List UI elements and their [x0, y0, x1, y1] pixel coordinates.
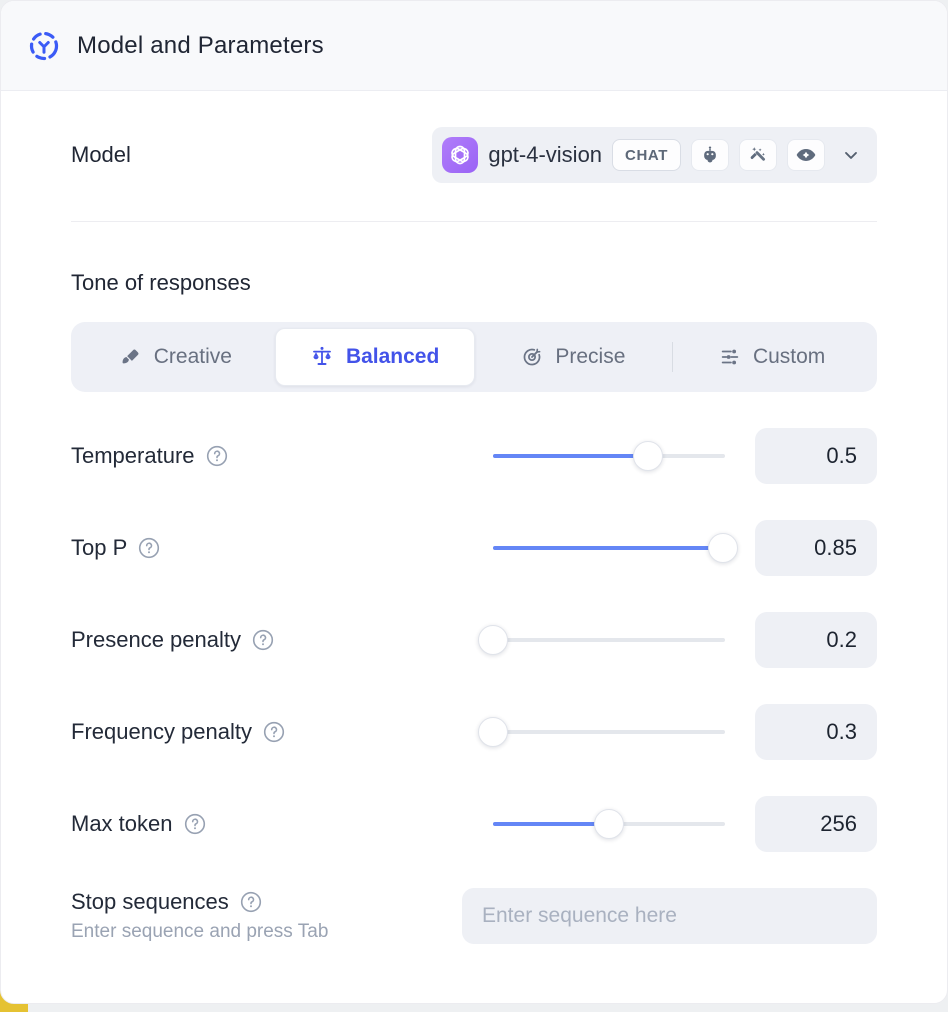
max-token-slider[interactable]	[493, 809, 725, 839]
slider-thumb[interactable]	[633, 441, 664, 471]
model-row: Model gpt-4-vision CHAT	[71, 127, 877, 183]
target-icon	[521, 346, 543, 368]
frequency-penalty-label: Frequency penalty	[71, 719, 252, 744]
chat-type-badge: CHAT	[612, 139, 681, 171]
tone-option-label: Creative	[153, 345, 232, 368]
presence-penalty-value[interactable]: 0.2	[755, 612, 877, 668]
slider-thumb[interactable]	[707, 533, 738, 563]
tone-option-label: Precise	[555, 345, 626, 368]
temperature-slider[interactable]	[493, 441, 725, 471]
tone-option-balanced[interactable]: Balanced	[274, 328, 475, 386]
presence-penalty-slider[interactable]	[478, 625, 725, 655]
param-row-frequency-penalty: Frequency penalty 0.3	[71, 704, 877, 760]
model-hub-icon	[29, 31, 59, 61]
tone-option-label: Custom	[752, 345, 826, 368]
tone-option-precise[interactable]: Precise	[475, 328, 673, 386]
help-icon[interactable]	[239, 890, 263, 914]
top-p-slider[interactable]	[493, 533, 738, 563]
slider-thumb[interactable]	[478, 717, 508, 747]
slider-thumb[interactable]	[478, 625, 508, 655]
stop-sequences-row: Stop sequences Enter sequence and press …	[71, 888, 877, 944]
sliders-icon	[719, 346, 741, 368]
param-row-max-token: Max token 256	[71, 796, 877, 852]
tone-option-custom[interactable]: Custom	[673, 328, 871, 386]
magic-wand-icon	[739, 139, 777, 171]
panel-header: Model and Parameters	[1, 1, 947, 91]
balance-scale-icon	[310, 345, 334, 369]
frequency-penalty-slider[interactable]	[478, 717, 725, 747]
tone-segmented-control: Creative	[71, 322, 877, 392]
robot-icon	[691, 139, 729, 171]
top-p-label: Top P	[71, 535, 128, 560]
eye-icon	[787, 139, 825, 171]
top-p-value[interactable]: 0.85	[755, 520, 877, 576]
openai-logo	[442, 137, 479, 173]
stop-sequence-input[interactable]	[462, 888, 877, 944]
tone-option-creative[interactable]: Creative	[77, 328, 275, 386]
paintbrush-icon	[120, 346, 142, 368]
tone-heading: Tone of responses	[71, 270, 251, 295]
presence-penalty-label: Presence penalty	[71, 627, 241, 652]
help-icon[interactable]	[137, 536, 161, 560]
max-token-value[interactable]: 256	[755, 796, 877, 852]
panel-body: Model gpt-4-vision CHAT	[1, 127, 947, 944]
param-row-presence-penalty: Presence penalty 0.2	[71, 612, 877, 668]
segment-divider	[672, 342, 674, 372]
temperature-label: Temperature	[71, 443, 195, 468]
model-label: Model	[71, 142, 131, 167]
section-divider	[71, 221, 877, 222]
model-select-dropdown[interactable]: gpt-4-vision CHAT	[432, 127, 877, 183]
temperature-value[interactable]: 0.5	[755, 428, 877, 484]
slider-thumb[interactable]	[594, 809, 624, 839]
tone-option-label: Balanced	[345, 345, 440, 368]
help-icon[interactable]	[183, 812, 207, 836]
stop-sequences-helper: Enter sequence and press Tab	[71, 921, 329, 942]
help-icon[interactable]	[251, 628, 275, 652]
max-token-label: Max token	[71, 811, 173, 836]
chevron-down-icon	[841, 145, 861, 165]
param-row-temperature: Temperature 0.5	[71, 428, 877, 484]
frequency-penalty-value[interactable]: 0.3	[755, 704, 877, 760]
page-title: Model and Parameters	[77, 31, 324, 59]
help-icon[interactable]	[262, 720, 286, 744]
stop-sequences-label: Stop sequences	[71, 889, 229, 914]
model-name: gpt-4-vision	[488, 142, 603, 167]
param-row-top-p: Top P 0.85	[71, 520, 877, 576]
help-icon[interactable]	[205, 444, 229, 468]
